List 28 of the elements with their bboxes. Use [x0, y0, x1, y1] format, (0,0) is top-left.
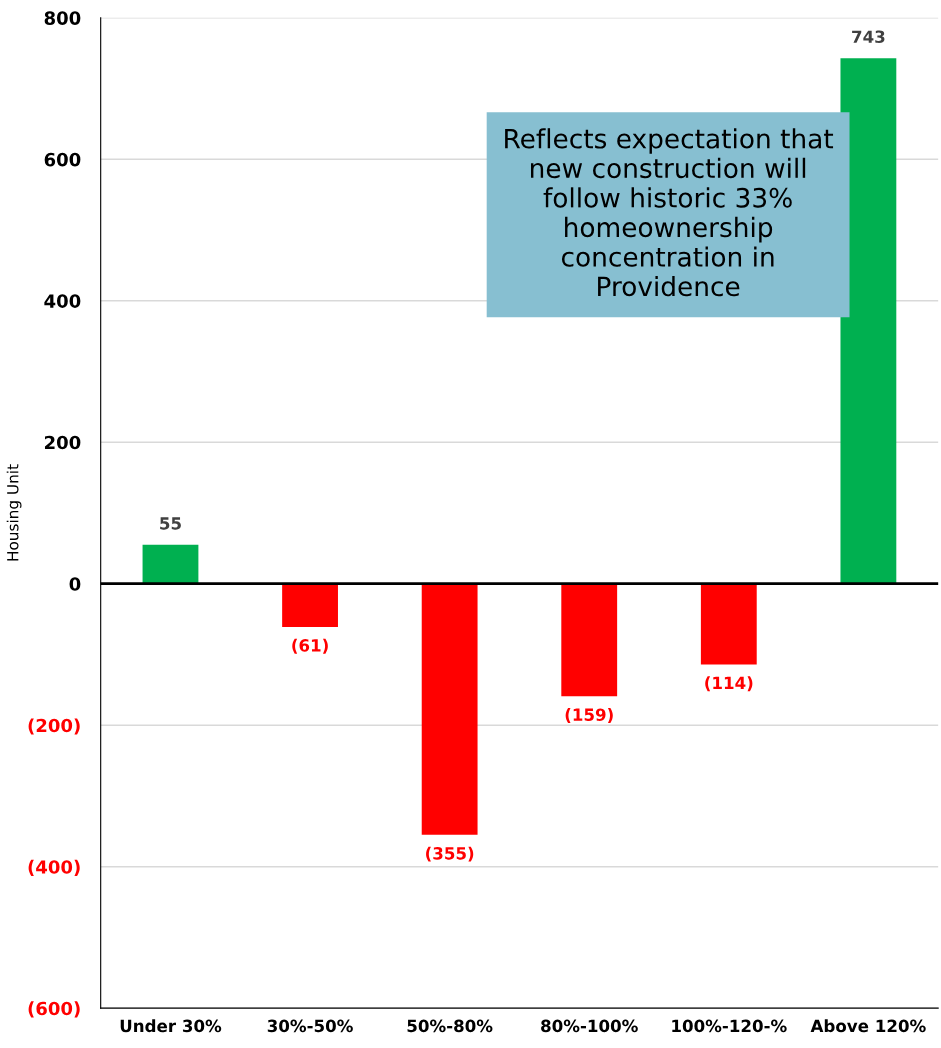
x-tick-label: 80%-100%	[541, 1019, 638, 1033]
y-tick-label: (600)	[28, 1001, 80, 1018]
x-tick-label: Under 30%	[120, 1019, 222, 1033]
bar	[142, 544, 199, 584]
y-tick-label: 0	[69, 577, 81, 591]
bar	[840, 58, 897, 584]
data-label: (61)	[292, 638, 328, 654]
y-tick-label: 800	[44, 11, 81, 25]
data-label: 55	[160, 517, 181, 530]
data-label: (114)	[705, 676, 753, 692]
data-label: (159)	[565, 708, 613, 723]
bar	[421, 583, 478, 835]
y-tick-label: 400	[44, 294, 81, 308]
y-tick-label: (400)	[28, 859, 80, 876]
bar	[561, 583, 618, 697]
data-label: (355)	[426, 846, 474, 862]
y-tick-label: (200)	[28, 718, 80, 735]
x-tick-label: Above 120%	[810, 1019, 926, 1033]
x-tick-label: 30%-50%	[267, 1019, 353, 1033]
data-label: 743	[852, 30, 885, 44]
y-tick-label: 200	[44, 435, 81, 450]
bar	[282, 583, 338, 627]
y-axis-title: Housing Unit	[6, 464, 22, 561]
x-tick-label: 100%-120-%	[672, 1019, 787, 1033]
bar	[700, 583, 757, 665]
annotation: Reflects expectation that new construction will follow historic 33% homeownership concentration in Providence	[505, 128, 834, 297]
x-tick-label: 50%-80%	[407, 1019, 493, 1033]
y-tick-label: 600	[44, 152, 81, 167]
